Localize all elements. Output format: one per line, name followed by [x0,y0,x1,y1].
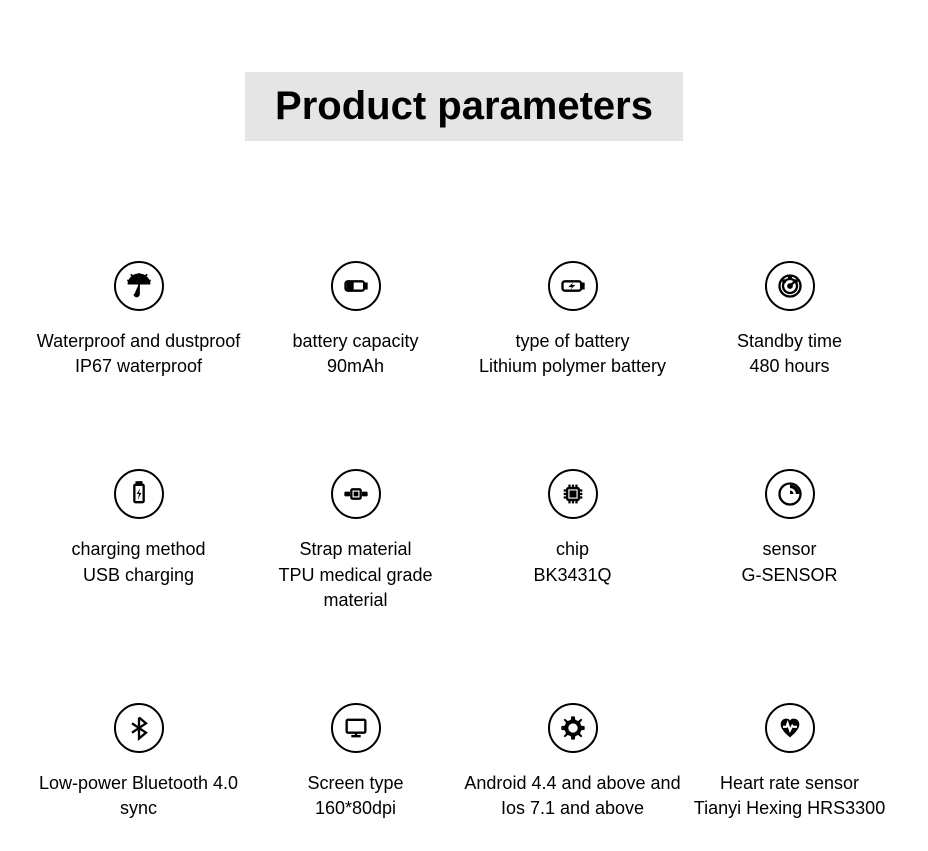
spec-value: 90mAh [327,354,384,379]
gauge-icon [765,261,815,311]
umbrella-icon [114,261,164,311]
spec-heart-rate: Heart rate sensor Tianyi Hexing HRS3300 [681,703,898,821]
spec-label: Standby time [737,329,842,354]
spec-label: Heart rate sensor [720,771,859,796]
spec-standby: Standby time 480 hours [681,261,898,379]
spec-value: G-SENSOR [741,563,837,588]
spec-value: BK3431Q [533,563,611,588]
charging-icon [114,469,164,519]
spec-value: TPU medical grade material [247,563,464,613]
spec-label: type of battery [515,329,629,354]
spec-label: Waterproof and dustproof [37,329,240,354]
spec-value: Lithium polymer battery [479,354,666,379]
spec-label: Low-power Bluetooth 4.0 sync [30,771,247,821]
gear-icon [548,703,598,753]
spec-battery-type: type of battery Lithium polymer battery [464,261,681,379]
page-title: Product parameters [245,72,683,141]
battery-type-icon [548,261,598,311]
spec-label: charging method [71,537,205,562]
spec-label: Android 4.4 and above and [464,771,680,796]
strap-icon [331,469,381,519]
spec-label: Strap material [299,537,411,562]
spec-charging: charging method USB charging [30,469,247,613]
spec-label: sensor [762,537,816,562]
spec-label: battery capacity [292,329,418,354]
spec-sensor: sensor G-SENSOR [681,469,898,613]
spec-grid: Waterproof and dustproof IP67 waterproof… [0,261,928,821]
spec-value: Tianyi Hexing HRS3300 [694,796,885,821]
title-wrap: Product parameters [0,0,928,141]
spec-os: Android 4.4 and above and Ios 7.1 and ab… [464,703,681,821]
spec-value: USB charging [83,563,194,588]
chip-icon [548,469,598,519]
spec-label: Screen type [307,771,403,796]
spec-screen: Screen type 160*80dpi [247,703,464,821]
spec-label: chip [556,537,589,562]
spec-value: Ios 7.1 and above [501,796,644,821]
spec-chip: chip BK3431Q [464,469,681,613]
spec-value: IP67 waterproof [75,354,202,379]
spec-battery-capacity: battery capacity 90mAh [247,261,464,379]
spec-strap: Strap material TPU medical grade materia… [247,469,464,613]
battery-icon [331,261,381,311]
bluetooth-icon [114,703,164,753]
spec-value: 160*80dpi [315,796,396,821]
sensor-icon [765,469,815,519]
screen-icon [331,703,381,753]
spec-bluetooth: Low-power Bluetooth 4.0 sync [30,703,247,821]
heart-icon [765,703,815,753]
spec-waterproof: Waterproof and dustproof IP67 waterproof [30,261,247,379]
spec-value: 480 hours [749,354,829,379]
